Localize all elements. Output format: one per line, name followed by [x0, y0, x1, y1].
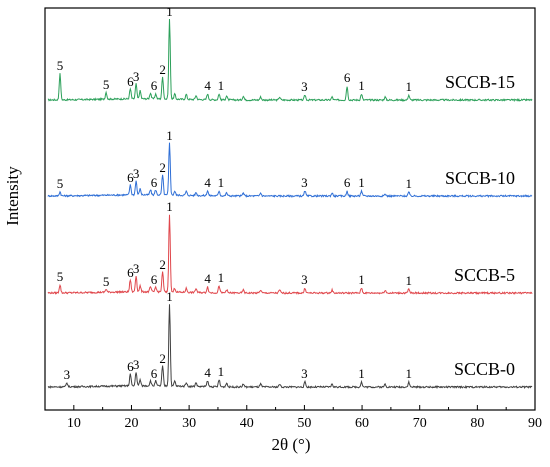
peak-label: 1	[218, 78, 225, 93]
peak-label: 4	[204, 271, 211, 286]
peak-label: 2	[159, 257, 166, 272]
peak-label: 4	[204, 365, 211, 380]
series-label: SCCB-5	[454, 265, 515, 285]
peak-label: 6	[151, 272, 158, 287]
peak-label: 6	[127, 359, 134, 374]
peak-label: 3	[301, 272, 308, 287]
x-axis: 10 20 30 40 50 60 70 80 90	[44, 405, 542, 431]
peak-label: 5	[57, 269, 64, 284]
series-line-sccb-15	[47, 18, 533, 103]
peak-label: 3	[133, 357, 140, 372]
series-labels: SCCB-15 SCCB-10 SCCB-5 SCCB-0	[445, 72, 515, 379]
peak-label: 3	[301, 366, 308, 381]
peak-label: 1	[358, 175, 365, 190]
peak-label: 2	[159, 62, 166, 77]
peak-label: 4	[204, 175, 211, 190]
series-line-sccb-0	[47, 304, 533, 390]
peak-label: 6	[127, 74, 134, 89]
peak-label: 2	[159, 160, 166, 175]
x-tick-label: 20	[124, 416, 138, 431]
peak-label: 1	[358, 78, 365, 93]
peak-label: 1	[166, 289, 173, 304]
peak-label: 6	[151, 366, 158, 381]
peak-label: 6	[151, 175, 158, 190]
peak-label: 6	[344, 175, 351, 190]
y-axis-title: Intensity	[3, 166, 22, 226]
x-tick-label: 30	[182, 416, 196, 431]
peak-label: 6	[127, 170, 134, 185]
x-tick-label: 50	[297, 416, 311, 431]
series-label: SCCB-10	[445, 168, 515, 188]
peak-label: 1	[166, 128, 173, 143]
peak-label: 2	[159, 351, 166, 366]
x-tick-label: 40	[240, 416, 254, 431]
peak-label: 1	[218, 270, 225, 285]
x-tick-label: 80	[470, 416, 484, 431]
series-line-sccb-5	[47, 214, 533, 295]
x-axis-title: 2θ (°)	[271, 435, 310, 454]
peak-label: 1	[358, 272, 365, 287]
plot-area	[44, 7, 536, 411]
peak-label: 1	[406, 79, 413, 94]
peak-label: 1	[166, 4, 173, 19]
series-label: SCCB-15	[445, 72, 515, 92]
peak-label: 1	[166, 199, 173, 214]
x-tick-label: 70	[413, 416, 427, 431]
peak-label: 6	[127, 265, 134, 280]
peak-label: 5	[57, 58, 64, 73]
peak-label: 6	[151, 78, 158, 93]
plot-frame	[44, 7, 536, 411]
peak-label: 1	[218, 175, 225, 190]
peak-label: 1	[358, 366, 365, 381]
peak-label: 5	[57, 176, 64, 191]
peak-label: 6	[344, 70, 351, 85]
peak-label: 1	[218, 364, 225, 379]
peak-label: 4	[204, 78, 211, 93]
peak-label: 3	[64, 367, 71, 382]
peak-label: 3	[133, 69, 140, 84]
peak-label: 3	[133, 261, 140, 276]
x-tick-label: 60	[355, 416, 369, 431]
peak-label: 5	[103, 274, 110, 289]
x-tick-label: 90	[528, 416, 542, 431]
peak-label: 3	[301, 79, 308, 94]
peak-label: 1	[406, 273, 413, 288]
peak-label: 1	[406, 366, 413, 381]
peak-label: 1	[406, 176, 413, 191]
series-label: SCCB-0	[454, 359, 515, 379]
peak-label: 3	[133, 166, 140, 181]
x-tick-label: 10	[67, 416, 81, 431]
peak-label: 3	[301, 175, 308, 190]
traces	[47, 18, 533, 390]
peak-label: 5	[103, 77, 110, 92]
series-line-sccb-10	[47, 142, 533, 199]
